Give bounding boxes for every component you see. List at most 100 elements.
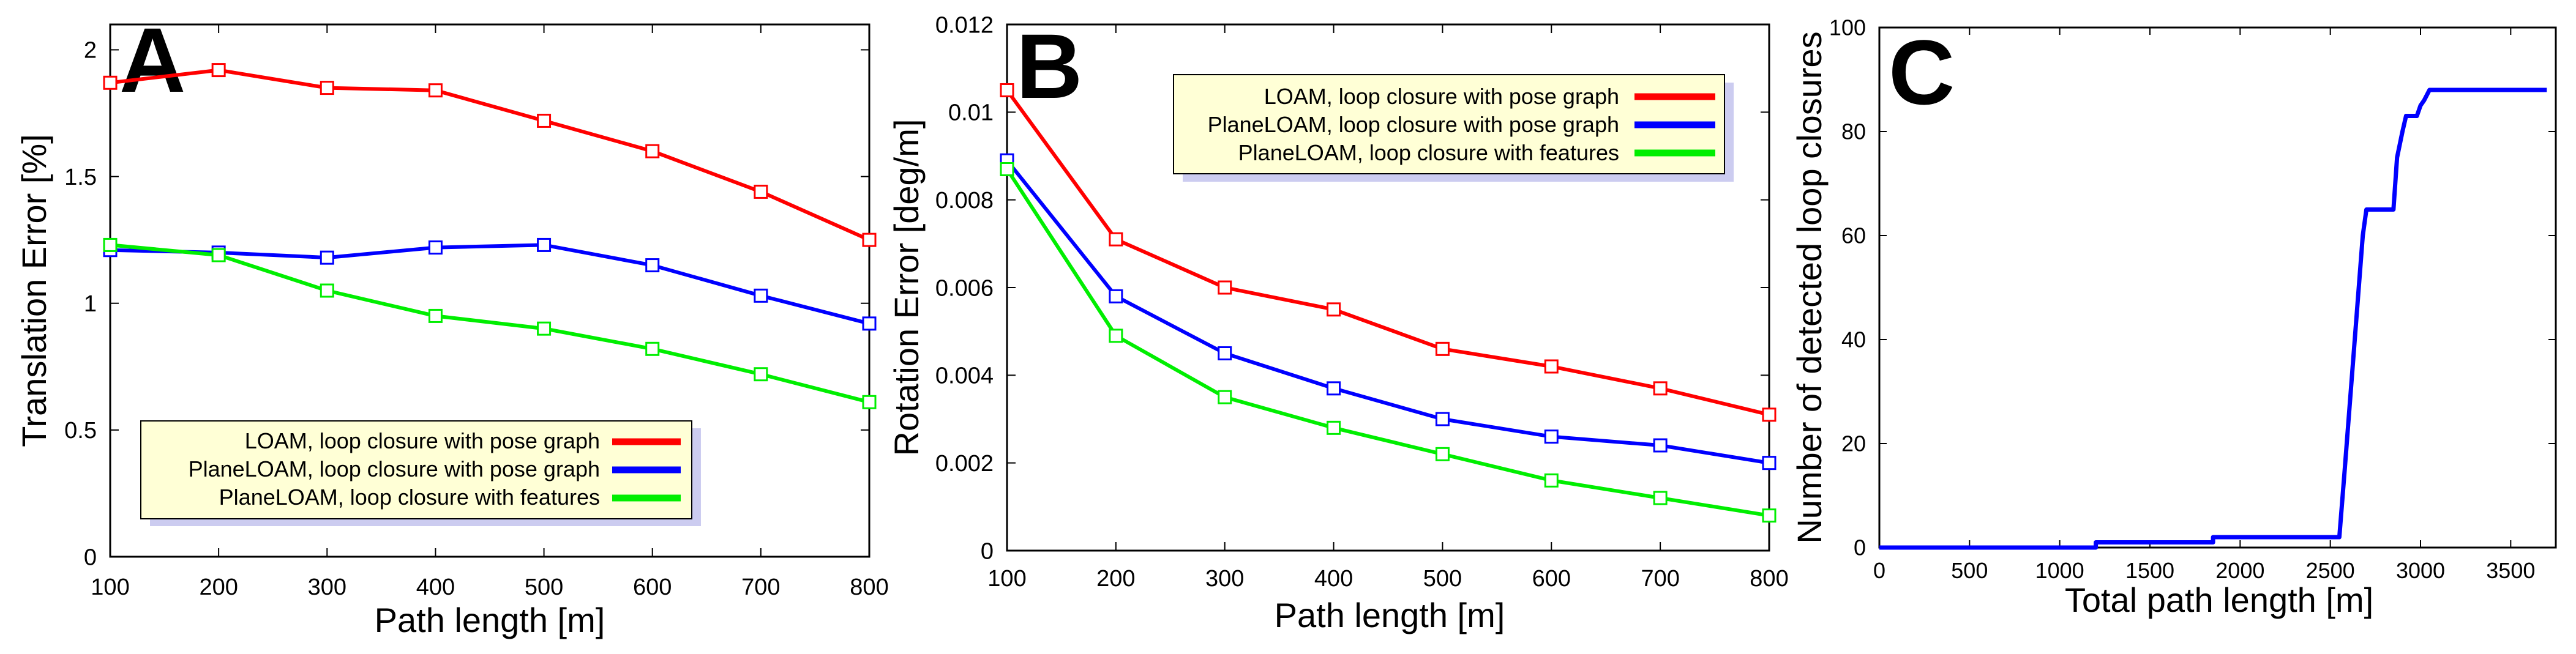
legend-label-loam-pose-graph: LOAM, loop closure with pose graph: [1264, 84, 1619, 109]
x-tick-label: 100: [91, 574, 129, 600]
panel-a-series: [103, 63, 877, 409]
data-point-marker: [103, 237, 118, 252]
data-point-marker: [1653, 381, 1668, 396]
series-line-2: [1005, 168, 1770, 518]
x-tick-label: 800: [850, 574, 888, 600]
x-tick-label: 500: [1951, 558, 1988, 583]
y-tick-label: 0: [84, 544, 97, 570]
panel-b: B 0 0.002 0.004 0.006 0.008 0.01 0.012 100 200 30…: [887, 12, 1789, 634]
data-point-marker: [1109, 329, 1123, 343]
y-tick-label: 40: [1841, 327, 1866, 352]
x-tick-label: 200: [199, 574, 238, 600]
y-tick-label: 0: [981, 538, 994, 564]
data-point-marker: [211, 248, 226, 262]
x-tick-label: 2000: [2215, 558, 2264, 583]
data-point-marker: [1544, 359, 1559, 374]
x-tick-label: 600: [1532, 566, 1571, 592]
data-point-marker: [1544, 473, 1559, 488]
x-tick-label: 800: [1750, 566, 1788, 592]
panel-c-x-axis-label: Total path length [m]: [2065, 581, 2373, 619]
data-point-marker: [1762, 508, 1777, 523]
data-point-marker: [1435, 412, 1450, 426]
data-point-marker: [1218, 280, 1232, 295]
y-tick-label: 2: [84, 38, 97, 64]
y-tick-label: 0.004: [935, 363, 994, 389]
series-line-0: [1879, 87, 2547, 550]
data-point-marker: [862, 395, 877, 409]
legend-box: [140, 420, 692, 519]
data-point-marker: [1435, 341, 1450, 356]
data-point-marker: [645, 144, 660, 158]
data-point-marker: [1218, 346, 1232, 360]
x-tick-label: 400: [1314, 566, 1353, 592]
y-tick-label: 0.01: [948, 100, 994, 126]
data-point-marker: [1653, 491, 1668, 505]
x-tick-label: 300: [1205, 566, 1244, 592]
data-point-marker: [428, 240, 443, 255]
legend-label-loam-pose-graph: LOAM, loop closure with pose graph: [245, 428, 600, 453]
y-tick-label: 0.008: [935, 188, 994, 214]
panel-b-ticks: 0 0.002 0.004 0.006 0.008 0.01 0.012 100 200 300 4…: [935, 12, 1789, 592]
panel-c-y-axis-label: Number of detected loop closures: [1790, 31, 1829, 543]
data-point-marker: [1653, 438, 1668, 453]
x-tick-label: 200: [1096, 566, 1135, 592]
series-line-1: [110, 243, 870, 325]
panel-a-y-axis-label: Translation Error [%]: [15, 134, 53, 447]
data-point-marker: [1109, 289, 1123, 303]
y-tick-label: 1: [84, 291, 97, 317]
x-tick-label: 700: [741, 574, 780, 600]
panel-b-label: B: [1016, 15, 1082, 117]
panel-b-x-axis-label: Path length [m]: [1275, 596, 1505, 634]
data-point-marker: [320, 250, 334, 265]
data-point-marker: [1218, 390, 1232, 404]
data-point-marker: [537, 321, 552, 336]
x-tick-label: 0: [1873, 558, 1885, 583]
x-tick-label: 3500: [2486, 558, 2535, 583]
y-tick-label: 100: [1829, 15, 1866, 40]
y-tick-label: 1.5: [64, 165, 97, 190]
series-line-1: [1005, 159, 1770, 465]
x-tick-label: 400: [416, 574, 455, 600]
legend-label-planeloam-pose-graph: PlaneLOAM, loop closure with pose graph: [1208, 112, 1619, 137]
data-point-marker: [862, 232, 877, 247]
data-point-marker: [754, 288, 768, 303]
data-point-marker: [1000, 83, 1014, 97]
panel-a-label: A: [119, 9, 185, 111]
data-point-marker: [428, 308, 443, 323]
data-point-marker: [428, 83, 443, 98]
y-tick-label: 0.002: [935, 451, 994, 477]
x-tick-label: 300: [308, 574, 346, 600]
data-point-marker: [645, 341, 660, 356]
y-tick-label: 80: [1841, 119, 1866, 144]
panel-b-y-axis-label: Rotation Error [deg/m]: [887, 119, 926, 456]
data-point-marker: [1327, 420, 1341, 435]
data-point-marker: [645, 258, 660, 273]
x-tick-label: 500: [1423, 566, 1462, 592]
panel-c-plot-area: [1878, 26, 2557, 549]
data-point-marker: [754, 184, 768, 199]
panel-a-legend: LOAM, loop closure with pose graph Plane…: [140, 420, 701, 526]
panel-c-series: [1879, 87, 2547, 550]
panel-c-label: C: [1889, 21, 1955, 124]
y-tick-label: 0.012: [935, 12, 994, 38]
data-point-marker: [1327, 302, 1341, 317]
x-tick-label: 3000: [2396, 558, 2445, 583]
data-point-marker: [1327, 381, 1341, 396]
panel-a-x-axis-label: Path length [m]: [375, 601, 605, 639]
data-point-marker: [103, 75, 118, 90]
data-point-marker: [211, 63, 226, 78]
data-point-marker: [537, 237, 552, 252]
data-point-marker: [537, 113, 552, 128]
x-tick-label: 100: [987, 566, 1026, 592]
x-tick-label: 1500: [2125, 558, 2174, 583]
data-point-marker: [1762, 407, 1777, 422]
data-point-marker: [1000, 162, 1014, 176]
legend-label-planeloam-features: PlaneLOAM, loop closure with features: [219, 485, 600, 510]
y-tick-label: 20: [1841, 431, 1866, 456]
y-tick-label: 0.5: [64, 418, 97, 444]
panel-a-ticks: 0 0.5 1 1.5 2 100 200 300 400 500 600 700 800: [64, 24, 889, 600]
data-point-marker: [320, 81, 334, 95]
legend-box: [1173, 74, 1725, 174]
legend-label-planeloam-features: PlaneLOAM, loop closure with features: [1238, 140, 1619, 165]
